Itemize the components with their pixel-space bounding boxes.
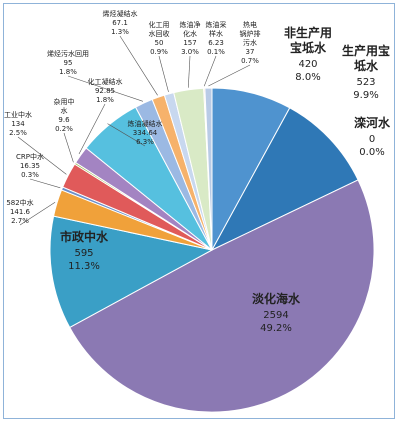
slice-name: 杂用中: [54, 97, 75, 106]
slice-name: 烯烃凝结水: [103, 9, 138, 18]
slice-name: 炼油采: [206, 20, 227, 29]
slice-label: 滦河水 0 0.0%: [354, 115, 391, 158]
slice-name: 热电: [243, 20, 257, 29]
slice-name: 宝坻水: [290, 40, 327, 55]
slice-percent: 9.9%: [353, 90, 378, 101]
slice-percent: 0.1%: [207, 48, 225, 56]
slice-value: 420: [298, 59, 317, 70]
slice-percent: 11.3%: [68, 261, 100, 272]
pie-slice: [49, 215, 214, 329]
slice-percent: 6.3%: [136, 138, 154, 146]
slice-value: 523: [356, 77, 375, 88]
pie-slice: [210, 107, 359, 252]
slice-value: 92.85: [95, 87, 115, 95]
slice-value: 595: [74, 248, 93, 259]
slice-name: 炼油凝结水: [128, 119, 163, 128]
slice-label: 市政中水 595 11.3%: [60, 229, 109, 272]
slice-name: 市政中水: [60, 229, 109, 244]
slice-percent: 0.0%: [359, 147, 384, 158]
slice-name: 滦河水: [354, 115, 391, 130]
slice-value: 9.6: [58, 116, 70, 124]
slice-value: 37: [246, 48, 255, 56]
slice-percent: 0.7%: [241, 57, 259, 65]
slice-value: 95: [64, 59, 73, 67]
leader-lines: [17, 35, 251, 226]
slice-name: 非生产用: [284, 25, 332, 40]
leader-line: [17, 136, 67, 175]
slice-value: 134: [11, 120, 25, 128]
slice-name: 烯烃污水回用: [47, 49, 89, 58]
slice-percent: 1.8%: [59, 68, 77, 76]
slice-name: 工业中水: [4, 110, 32, 119]
slice-value: 141.6: [10, 208, 31, 216]
slice-percent: 8.0%: [295, 72, 320, 83]
slice-percent: 1.3%: [111, 28, 129, 36]
leader-line: [107, 123, 146, 147]
leader-line: [203, 55, 217, 87]
slice-name: 化水: [183, 29, 197, 38]
slice-percent: 0.9%: [150, 48, 168, 56]
slice-label: 淡化海水 2594 49.2%: [252, 291, 301, 334]
slice-value: 50: [155, 39, 164, 47]
slice-value: 16.35: [20, 162, 40, 170]
slice-value: 334.64: [133, 129, 158, 137]
slice-name: 582中水: [6, 198, 33, 207]
slice-name: 水: [61, 106, 68, 115]
leader-line: [29, 178, 61, 189]
slice-value: 2594: [263, 310, 288, 321]
pie-slice: [69, 179, 375, 413]
slice-percent: 2.5%: [9, 129, 27, 137]
slice-value: 6.23: [208, 39, 224, 47]
leader-line: [78, 103, 106, 155]
slice-name: 污水: [243, 38, 257, 47]
leader-line: [19, 202, 56, 226]
leader-line: [208, 64, 251, 87]
slice-value: 0: [369, 134, 375, 145]
slice-percent: 1.8%: [96, 96, 114, 104]
slice-value: 157: [183, 39, 196, 47]
slice-name: 化工用: [149, 20, 170, 29]
slice-name: 锅炉排: [240, 29, 261, 38]
slice-percent: 3.0%: [181, 48, 199, 56]
slice-percent: 0.2%: [55, 125, 73, 133]
slice-name: 炼油净: [180, 20, 201, 29]
slice-name: 化工凝结水: [88, 77, 123, 86]
leader-line: [119, 35, 158, 96]
pie-slices: [49, 87, 375, 413]
slice-name: 生产用宝: [342, 43, 390, 58]
pie-slice: [204, 87, 213, 251]
slice-name: 样水: [209, 29, 223, 38]
slice-name: 水回收: [149, 29, 170, 38]
slice-percent: 2.7%: [11, 217, 29, 225]
slice-name: 坻水: [354, 58, 379, 73]
leader-line: [67, 75, 143, 102]
slice-value: 67.1: [112, 19, 128, 27]
slice-name: CRP中水: [16, 152, 44, 161]
leader-line: [158, 55, 169, 92]
slice-percent: 49.2%: [260, 323, 292, 334]
leader-line: [188, 55, 191, 88]
leader-line: [63, 132, 74, 163]
slice-percent: 0.3%: [21, 171, 39, 179]
slice-name: 淡化海水: [252, 291, 301, 306]
